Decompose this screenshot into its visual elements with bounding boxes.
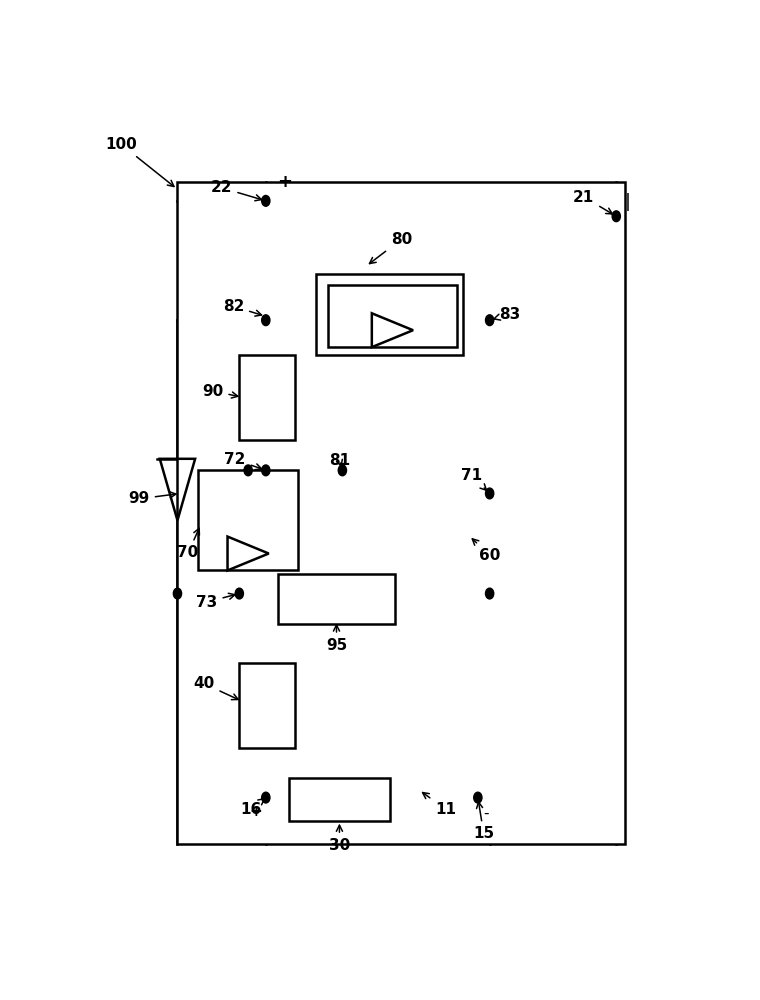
Circle shape <box>338 465 347 476</box>
Text: 40: 40 <box>193 676 238 700</box>
Text: 11: 11 <box>423 793 456 817</box>
Text: 81: 81 <box>329 453 350 468</box>
Text: 15: 15 <box>473 802 494 841</box>
Text: 100: 100 <box>106 137 174 187</box>
Bar <box>290 778 389 821</box>
Text: 73: 73 <box>196 593 235 610</box>
Text: 83: 83 <box>494 307 521 322</box>
Bar <box>328 285 458 347</box>
Text: 71: 71 <box>461 468 486 490</box>
Circle shape <box>486 488 494 499</box>
Circle shape <box>173 588 182 599</box>
Bar <box>239 355 296 440</box>
Circle shape <box>244 465 252 476</box>
Text: 60: 60 <box>472 539 500 563</box>
Text: +: + <box>249 804 262 819</box>
Text: 80: 80 <box>369 232 412 264</box>
Bar <box>178 182 625 844</box>
Text: |: | <box>625 193 631 211</box>
Circle shape <box>261 465 270 476</box>
Bar <box>316 274 463 355</box>
Circle shape <box>486 315 494 326</box>
Bar <box>239 663 296 748</box>
Text: +: + <box>277 173 293 191</box>
Circle shape <box>612 211 620 222</box>
Text: 99: 99 <box>128 491 176 506</box>
Bar <box>277 574 395 624</box>
Text: 21: 21 <box>573 190 613 214</box>
Bar <box>198 470 298 570</box>
Circle shape <box>261 792 270 803</box>
Circle shape <box>261 315 270 326</box>
Text: 16: 16 <box>240 798 264 817</box>
Text: 90: 90 <box>202 384 238 399</box>
Text: 95: 95 <box>326 625 347 653</box>
Circle shape <box>486 588 494 599</box>
Text: 70: 70 <box>177 528 199 560</box>
Circle shape <box>473 792 482 803</box>
Text: 22: 22 <box>211 180 261 201</box>
Text: 30: 30 <box>329 825 350 853</box>
Text: 82: 82 <box>223 299 261 316</box>
Text: -: - <box>483 806 489 820</box>
Text: 72: 72 <box>224 452 261 470</box>
Circle shape <box>235 588 243 599</box>
Circle shape <box>261 195 270 206</box>
